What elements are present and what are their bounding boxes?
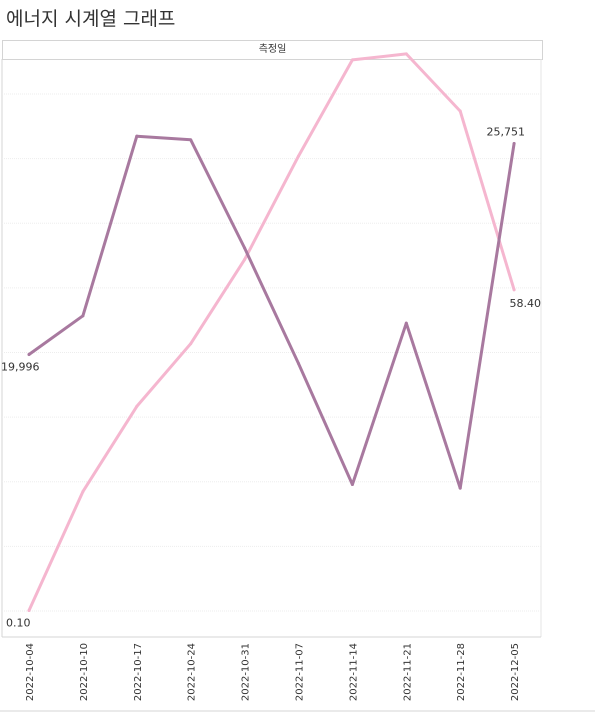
x-tick-label: 2022-10-17: [133, 643, 144, 701]
x-tick-label: 2022-10-10: [79, 643, 90, 701]
data-point: [297, 362, 300, 365]
data-point: [135, 404, 139, 408]
data-point: [404, 321, 408, 325]
data-point: [27, 608, 31, 612]
x-tick-label: 2022-11-21: [402, 643, 413, 701]
x-tick-label: 2022-11-28: [456, 643, 467, 701]
data-label: 25,751: [487, 125, 526, 138]
x-tick-label: 2022-10-31: [241, 643, 252, 701]
data-point: [81, 490, 85, 494]
data-point: [189, 342, 193, 346]
data-label: 58.40: [510, 297, 542, 310]
data-point: [350, 483, 354, 486]
series-line: [27, 52, 516, 612]
x-tick-label: 2022-12-05: [510, 643, 521, 701]
data-point: [297, 154, 300, 158]
data-point: [458, 109, 462, 113]
chart-title: 에너지 시계열 그래프: [6, 8, 176, 30]
data-point: [27, 352, 31, 356]
data-point: [350, 58, 354, 62]
data-point: [404, 52, 408, 56]
data-point: [189, 138, 193, 142]
data-point: [243, 258, 247, 262]
data-point: [135, 134, 139, 138]
data-label: 19,996: [1, 360, 40, 373]
data-point: [81, 314, 85, 318]
x-tick-label: 2022-11-14: [348, 643, 359, 701]
data-point: [512, 141, 516, 145]
x-tick-label: 2022-10-24: [187, 643, 198, 701]
data-label: 0.10: [6, 616, 31, 629]
x-tick-label: 2022-10-04: [25, 643, 36, 701]
x-tick-label: 2022-11-07: [295, 643, 306, 701]
data-point: [512, 288, 516, 292]
data-point: [458, 486, 462, 490]
series-line: [27, 134, 516, 490]
data-point: [243, 246, 247, 250]
